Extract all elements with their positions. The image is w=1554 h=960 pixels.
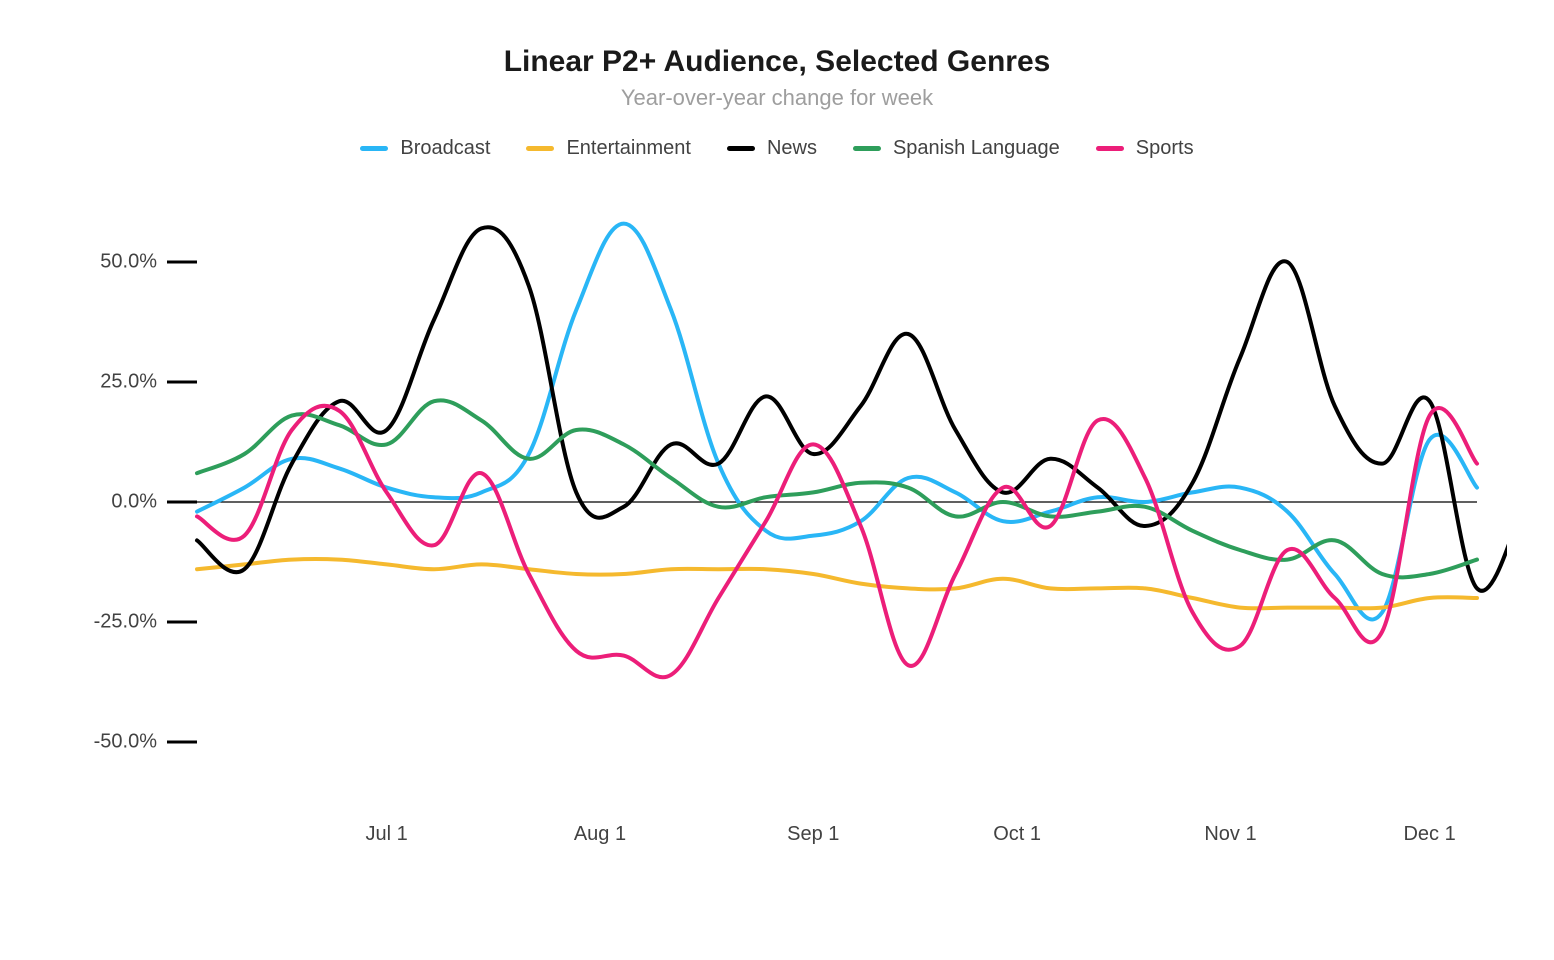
legend-swatch xyxy=(727,146,755,151)
legend-label: News xyxy=(767,137,817,160)
x-tick-label: Nov 1 xyxy=(1204,823,1256,845)
legend-label: Entertainment xyxy=(566,137,691,160)
x-tick-label: Sep 1 xyxy=(787,823,839,845)
x-tick-label: Jul 1 xyxy=(366,823,408,845)
y-tick-label: 25.0% xyxy=(100,370,157,392)
chart-container: Linear P2+ Audience, Selected Genres Yea… xyxy=(0,0,1554,960)
chart-plot: -50.0% -25.0% 0.0% 25.0% 50.0% Jul 1 Aug 1 Sep … xyxy=(47,160,1507,880)
legend-item: Broadcast xyxy=(360,137,490,160)
legend-label: Sports xyxy=(1136,137,1194,160)
y-tick: 0.0% xyxy=(111,490,197,512)
x-tick-label: Oct 1 xyxy=(993,823,1041,845)
legend-label: Spanish Language xyxy=(893,137,1060,160)
x-tick-label: Aug 1 xyxy=(574,823,626,845)
legend: Broadcast Entertainment News Spanish Langua… xyxy=(0,137,1554,160)
legend-swatch xyxy=(853,146,881,151)
x-tick-label: Dec 1 xyxy=(1403,823,1455,845)
y-tick-label: -50.0% xyxy=(94,730,158,752)
legend-swatch xyxy=(1096,146,1124,151)
y-tick-label: 50.0% xyxy=(100,250,157,272)
y-tick: 25.0% xyxy=(100,370,197,392)
series-line xyxy=(197,559,1477,608)
legend-item: News xyxy=(727,137,817,160)
legend-item: Spanish Language xyxy=(853,137,1060,160)
y-tick-label: 0.0% xyxy=(111,490,157,512)
series-line xyxy=(197,406,1477,678)
y-tick: -50.0% xyxy=(94,730,197,752)
legend-swatch xyxy=(360,146,388,151)
legend-item: Entertainment xyxy=(526,137,691,160)
legend-swatch xyxy=(526,146,554,151)
chart-title: Linear P2+ Audience, Selected Genres xyxy=(0,45,1554,79)
legend-label: Broadcast xyxy=(400,137,490,160)
y-tick: -25.0% xyxy=(94,610,197,632)
y-tick-label: -25.0% xyxy=(94,610,158,632)
series-line xyxy=(197,227,1507,591)
chart-subtitle: Year-over-year change for week xyxy=(0,85,1554,111)
legend-item: Sports xyxy=(1096,137,1194,160)
y-tick: 50.0% xyxy=(100,250,197,272)
